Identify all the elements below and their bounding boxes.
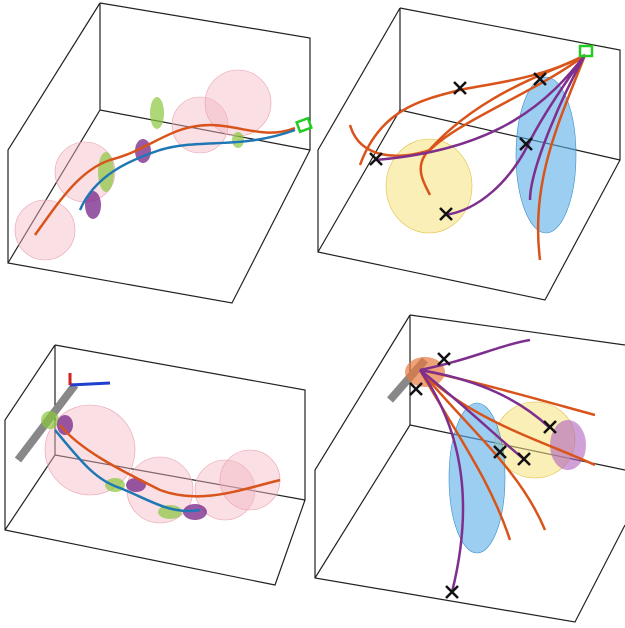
axis-arrow [69,381,111,387]
trajectory [528,54,587,201]
trajectory [418,369,465,593]
bounding-box-inner [7,109,101,264]
bounding-box [317,7,621,301]
bounding-box-inner [409,314,625,346]
bounding-box-inner [317,109,401,253]
sphere [194,459,256,521]
bounding-box [7,2,311,304]
panel-top-left [7,2,313,304]
panel-top-right [317,7,621,301]
trajectory [419,368,551,429]
ellipsoid [183,504,207,520]
waypoints [409,352,557,599]
trajectory [419,338,531,372]
shape [409,382,423,396]
panel-bottom-left [4,344,306,586]
shape [517,452,531,466]
ellipsoid [150,97,164,129]
trajectory [419,369,547,531]
ellipsoid [550,420,586,470]
shape [533,72,547,86]
trajectory [358,53,586,166]
ellipsoid [57,415,73,435]
waypoints [369,72,547,221]
spheres [14,69,272,261]
sphere [219,449,281,511]
bounding-box-inner [4,454,56,531]
goal-marker [578,44,594,58]
shape [493,445,507,459]
trajectory [54,429,201,513]
trajectory [536,54,587,261]
trajectory [59,424,281,498]
bounding-box [4,344,306,586]
goal-marker [295,116,313,134]
trajectory [419,369,526,461]
shape [445,585,459,599]
bounding-box-inner [399,8,621,161]
trajectory [348,54,586,157]
ellipsoid [448,402,506,554]
trajectory [78,128,296,211]
bounding-box-inner [314,424,411,579]
ellipsoid [158,505,182,519]
shape [439,207,453,221]
ellipsoid [41,411,59,429]
trajectory [374,54,586,162]
sphere [14,199,76,261]
trajectory [33,123,296,236]
shape [453,81,467,95]
shape [369,152,383,166]
trajectory [419,53,586,196]
ellipsoid [232,132,244,148]
shape [543,420,557,434]
shape [519,137,533,151]
shape [437,352,451,366]
ellipsoid [85,191,101,219]
panel-bottom-right [314,314,625,623]
